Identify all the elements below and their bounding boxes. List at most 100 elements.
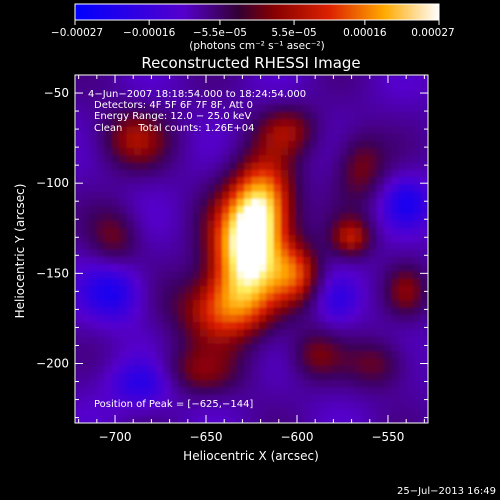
heatmap-cell: [251, 299, 260, 308]
heatmap-cell: [75, 336, 83, 344]
heatmap-cell: [141, 314, 150, 323]
heatmap-cell: [148, 321, 157, 330]
heatmap-cell: [295, 198, 304, 207]
heatmap-cell: [222, 198, 231, 207]
heatmap-cell: [369, 133, 378, 141]
heatmap-cell: [398, 285, 407, 294]
heatmap-cell: [119, 234, 128, 243]
heatmap-cell: [361, 89, 370, 98]
heatmap-cell: [405, 111, 414, 120]
heatmap-cell: [347, 379, 356, 388]
heatmap-cell: [148, 249, 157, 257]
heatmap-cell: [244, 350, 253, 359]
heatmap-cell: [413, 394, 422, 402]
heatmap-cell: [200, 191, 208, 199]
heatmap-cell: [332, 147, 341, 156]
heatmap-cell: [405, 307, 414, 315]
heatmap-cell: [178, 191, 186, 199]
heatmap-cell: [295, 162, 304, 170]
heatmap-cell: [111, 212, 120, 221]
heatmap-cell: [251, 234, 260, 243]
heatmap-cell: [200, 379, 208, 388]
heatmap-cell: [222, 365, 231, 373]
heatmap-cell: [361, 415, 370, 423]
heatmap-cell: [251, 147, 260, 156]
heatmap-cell: [303, 270, 311, 279]
heatmap-cell: [258, 343, 267, 352]
heatmap-cell: [325, 176, 333, 185]
heatmap-cell: [111, 154, 120, 163]
heatmap-cell: [148, 125, 157, 134]
heatmap-cell: [376, 205, 385, 214]
heatmap-cell: [133, 270, 142, 279]
heatmap-cell: [383, 270, 392, 279]
heatmap-cell: [170, 191, 179, 199]
heatmap-cell: [141, 292, 150, 301]
heatmap-cell: [214, 299, 223, 308]
heatmap-cell: [413, 386, 422, 395]
heatmap-cell: [244, 140, 253, 149]
heatmap-cell: [236, 220, 245, 228]
heatmap-cell: [369, 314, 378, 323]
heatmap-cell: [89, 198, 98, 207]
heatmap-cell: [376, 111, 385, 120]
heatmap-cell: [119, 111, 128, 120]
heatmap-cell: [295, 285, 304, 294]
heatmap-cell: [155, 176, 164, 185]
heatmap-cell: [222, 394, 231, 402]
heatmap-cell: [332, 365, 341, 373]
heatmap-cell: [258, 96, 267, 105]
heatmap-cell: [148, 415, 157, 423]
heatmap-cell: [303, 357, 311, 366]
heatmap-cell: [266, 314, 275, 323]
heatmap-cell: [119, 125, 128, 134]
heatmap-cell: [266, 328, 275, 337]
heatmap-cell: [163, 125, 172, 134]
heatmap-cell: [126, 118, 135, 127]
heatmap-cell: [200, 285, 208, 294]
heatmap-cell: [295, 292, 304, 301]
heatmap-cell: [376, 365, 385, 373]
heatmap-cell: [126, 82, 135, 91]
heatmap-cell: [119, 96, 128, 105]
heatmap-cell: [148, 328, 157, 337]
heatmap-cell: [383, 386, 392, 395]
heatmap-cell: [354, 314, 363, 323]
heatmap-cell: [229, 118, 238, 127]
heatmap-cell: [155, 234, 164, 243]
heatmap-cell: [133, 241, 142, 250]
heatmap-cell: [303, 75, 311, 83]
heatmap-cell: [133, 183, 142, 192]
heatmap-cell: [82, 336, 91, 344]
heatmap-cell: [332, 205, 341, 214]
heatmap-cell: [310, 328, 319, 337]
heatmap-cell: [178, 176, 186, 185]
heatmap-cell: [258, 125, 267, 134]
heatmap-cell: [89, 89, 98, 98]
heatmap-cell: [104, 343, 113, 352]
heatmap-cell: [361, 394, 370, 402]
heatmap-cell: [398, 169, 407, 178]
heatmap-cell: [405, 198, 414, 207]
heatmap-cell: [266, 234, 275, 243]
heatmap-cell: [75, 379, 83, 388]
heatmap-cell: [383, 256, 392, 265]
heatmap-cell: [236, 133, 245, 141]
heatmap-cell: [273, 75, 282, 83]
heatmap-cell: [170, 212, 179, 221]
heatmap-cell: [280, 343, 289, 352]
heatmap-cell: [178, 198, 186, 207]
heatmap-cell: [170, 278, 179, 286]
heatmap-cell: [133, 386, 142, 395]
heatmap-cell: [170, 372, 179, 381]
heatmap-cell: [325, 372, 333, 381]
heatmap-cell: [280, 408, 289, 417]
heatmap-cell: [214, 227, 223, 236]
heatmap-cell: [104, 372, 113, 381]
heatmap-cell: [222, 350, 231, 359]
heatmap-cell: [200, 299, 208, 308]
heatmap-cell: [207, 169, 216, 178]
heatmap-cell: [75, 372, 83, 381]
heatmap-cell: [155, 321, 164, 330]
heatmap-cell: [97, 394, 106, 402]
